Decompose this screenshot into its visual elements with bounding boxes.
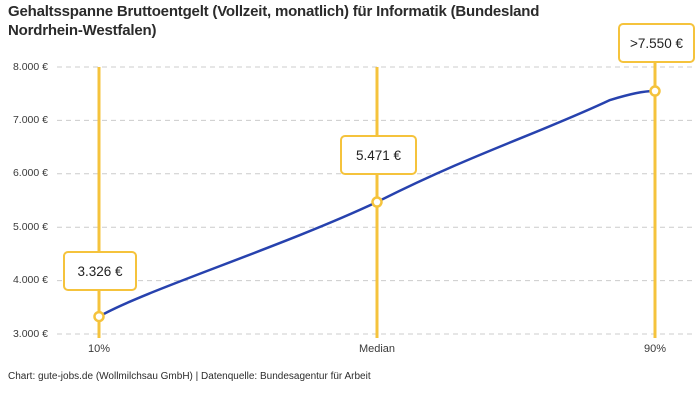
y-axis-label: 6.000 € [12, 167, 48, 180]
value-callout-text: 3.326 € [77, 263, 123, 279]
x-tick-median: Median [358, 343, 396, 355]
value-callout-90-percent: >7.550 € [618, 23, 695, 63]
salary-curve [97, 89, 657, 318]
y-axis-label: 5.000 € [12, 220, 48, 233]
chart-title: Gehaltsspanne Bruttoentgelt (Vollzeit, m… [8, 3, 540, 39]
x-tick-90-percent: 90% [643, 343, 667, 355]
data-point-marker [93, 310, 105, 323]
value-callout-text: 5.471 € [355, 147, 402, 163]
y-axis-label: 3.000 € [12, 327, 48, 340]
x-tick-10-percent: 10% [87, 343, 111, 355]
data-point-marker [649, 85, 661, 97]
chart-attribution: Chart: gute-jobs.de (Wollmilchsau GmbH) … [8, 371, 371, 382]
data-point-marker [371, 196, 383, 208]
y-axis-label: 4.000 € [12, 274, 48, 287]
y-axis-label: 8.000 € [12, 60, 48, 73]
value-callout-text: >7.550 € [630, 35, 683, 51]
y-axis-label: 7.000 € [12, 113, 48, 126]
value-callout-10-percent: 3.326 € [63, 251, 137, 291]
value-callout-median: 5.471 € [340, 135, 417, 175]
